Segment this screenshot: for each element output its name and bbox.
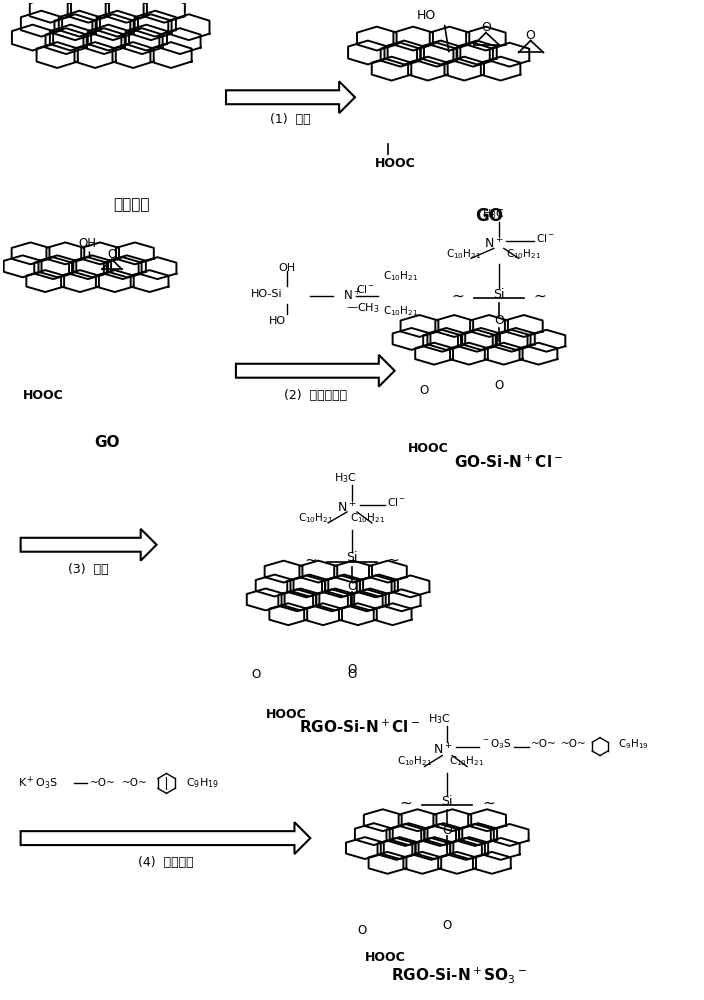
- Text: ~O~: ~O~: [122, 778, 148, 788]
- Text: N$^+$: N$^+$: [343, 288, 362, 304]
- Text: (1)  氧化: (1) 氧化: [270, 113, 310, 126]
- Polygon shape: [20, 822, 310, 854]
- Text: HOOC: HOOC: [265, 708, 306, 721]
- Text: 原始石墨: 原始石墨: [113, 197, 150, 212]
- Text: O: O: [347, 668, 357, 681]
- Text: O: O: [358, 924, 367, 937]
- Text: N$^+$: N$^+$: [484, 237, 503, 252]
- Text: O: O: [526, 29, 536, 42]
- Text: Cl$^-$: Cl$^-$: [536, 232, 555, 244]
- Text: ~: ~: [305, 552, 318, 567]
- Text: ~: ~: [451, 289, 464, 304]
- Text: C$_{10}$H$_{21}$: C$_{10}$H$_{21}$: [506, 247, 541, 261]
- Polygon shape: [20, 529, 156, 561]
- Text: C$_{10}$H$_{21}$: C$_{10}$H$_{21}$: [298, 511, 333, 525]
- Text: HO-Si: HO-Si: [251, 289, 282, 299]
- Text: C$_{10}$H$_{21}$: C$_{10}$H$_{21}$: [446, 247, 482, 261]
- Text: O: O: [443, 919, 452, 932]
- Text: Cl$^-$: Cl$^-$: [356, 283, 375, 295]
- Text: $^-$O$_3$S: $^-$O$_3$S: [481, 737, 512, 751]
- Text: C$_{10}$H$_{21}$: C$_{10}$H$_{21}$: [383, 304, 418, 318]
- Text: OH: OH: [78, 237, 96, 250]
- Text: O: O: [481, 21, 491, 34]
- Text: C$_{10}$H$_{21}$: C$_{10}$H$_{21}$: [449, 755, 485, 768]
- Text: RGO-Si-N$^+$Cl$^-$: RGO-Si-N$^+$Cl$^-$: [299, 719, 420, 736]
- Text: O: O: [251, 668, 260, 681]
- Polygon shape: [226, 81, 355, 113]
- Text: C$_{10}$H$_{21}$: C$_{10}$H$_{21}$: [397, 755, 432, 768]
- Text: ~O~: ~O~: [561, 739, 587, 749]
- Text: GO-Si-N$^+$Cl$^-$: GO-Si-N$^+$Cl$^-$: [454, 453, 563, 471]
- Text: OH: OH: [279, 263, 296, 273]
- Text: ~O~: ~O~: [90, 778, 116, 788]
- Text: HOOC: HOOC: [365, 951, 406, 964]
- Text: ~: ~: [482, 796, 495, 811]
- Text: ~O~: ~O~: [531, 739, 556, 749]
- Text: O: O: [107, 248, 117, 261]
- Text: O: O: [347, 580, 357, 593]
- Text: Si: Si: [441, 795, 453, 808]
- Text: C$_9$H$_{19}$: C$_9$H$_{19}$: [187, 777, 219, 790]
- Text: C$_9$H$_{19}$: C$_9$H$_{19}$: [618, 737, 649, 751]
- Text: O: O: [442, 824, 452, 837]
- Text: (2)  硅烷化反应: (2) 硅烷化反应: [284, 389, 347, 402]
- Text: H$_3$C: H$_3$C: [482, 208, 505, 221]
- Text: GO: GO: [475, 207, 503, 225]
- Text: RGO-Si-N$^+$SO$_3$$^-$: RGO-Si-N$^+$SO$_3$$^-$: [391, 965, 527, 985]
- Text: —CH$_3$: —CH$_3$: [346, 301, 379, 315]
- Text: ~: ~: [534, 289, 546, 304]
- Text: HOOC: HOOC: [375, 157, 415, 170]
- Text: C$_{10}$H$_{21}$: C$_{10}$H$_{21}$: [350, 511, 386, 525]
- Text: HO: HO: [417, 9, 436, 22]
- Text: Cl$^-$: Cl$^-$: [386, 496, 406, 508]
- Text: HO: HO: [269, 316, 286, 326]
- Text: N$^+$: N$^+$: [432, 742, 452, 757]
- Text: O: O: [347, 663, 357, 676]
- Polygon shape: [236, 355, 395, 387]
- Text: Si: Si: [493, 288, 505, 301]
- Text: (3)  还原: (3) 还原: [68, 563, 109, 576]
- Text: ~: ~: [386, 552, 399, 567]
- Text: H$_3$C: H$_3$C: [428, 712, 451, 726]
- Text: HOOC: HOOC: [23, 389, 63, 402]
- Text: GO: GO: [94, 435, 120, 450]
- Text: O: O: [494, 379, 503, 392]
- Text: Si: Si: [346, 551, 358, 564]
- Text: O: O: [494, 314, 504, 328]
- Text: HOOC: HOOC: [408, 442, 448, 455]
- Text: K$^+$O$_3$S: K$^+$O$_3$S: [18, 775, 58, 792]
- Text: H$_3$C: H$_3$C: [334, 471, 356, 485]
- Text: ~: ~: [400, 796, 413, 811]
- Text: N$^+$: N$^+$: [337, 500, 357, 516]
- Text: O: O: [420, 384, 429, 397]
- Text: C$_{10}$H$_{21}$: C$_{10}$H$_{21}$: [383, 269, 418, 283]
- Text: (4)  离子交换: (4) 离子交换: [138, 856, 194, 869]
